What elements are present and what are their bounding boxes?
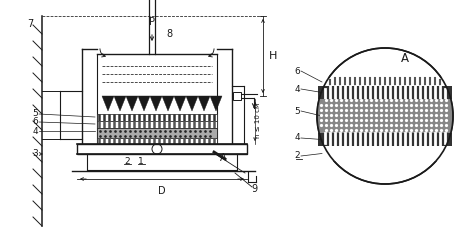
Text: 5: 5 bbox=[32, 110, 38, 119]
Text: A: A bbox=[220, 153, 227, 163]
Bar bbox=[97, 121, 217, 128]
Bar bbox=[318, 133, 452, 146]
Bar bbox=[233, 92, 241, 100]
Polygon shape bbox=[174, 96, 186, 111]
Bar bbox=[97, 128, 217, 138]
Text: 4: 4 bbox=[32, 126, 38, 135]
Circle shape bbox=[317, 48, 453, 184]
Polygon shape bbox=[210, 96, 222, 111]
Bar bbox=[318, 86, 452, 99]
Text: 4: 4 bbox=[294, 133, 300, 142]
Polygon shape bbox=[150, 96, 162, 111]
Bar bbox=[318, 146, 452, 161]
Polygon shape bbox=[162, 96, 174, 111]
Text: 2: 2 bbox=[124, 157, 130, 166]
Text: 6: 6 bbox=[294, 67, 300, 75]
Text: 4: 4 bbox=[294, 84, 300, 93]
Bar bbox=[97, 114, 217, 121]
Text: 5: 5 bbox=[294, 106, 300, 115]
Text: 7: 7 bbox=[27, 19, 33, 29]
Text: 3: 3 bbox=[32, 150, 38, 159]
Text: h ≤ 10 см: h ≤ 10 см bbox=[255, 102, 261, 138]
Text: D: D bbox=[158, 186, 166, 196]
Text: 2: 2 bbox=[294, 152, 300, 161]
Bar bbox=[318, 99, 452, 133]
Polygon shape bbox=[198, 96, 210, 111]
Text: P: P bbox=[149, 17, 155, 27]
Text: H: H bbox=[269, 51, 277, 61]
Polygon shape bbox=[138, 96, 150, 111]
Polygon shape bbox=[186, 96, 198, 111]
Text: 8: 8 bbox=[166, 29, 172, 39]
Bar bbox=[97, 138, 217, 145]
Text: 9: 9 bbox=[251, 184, 257, 194]
Polygon shape bbox=[126, 96, 138, 111]
Polygon shape bbox=[114, 96, 126, 111]
Polygon shape bbox=[102, 96, 114, 111]
Bar bbox=[77, 144, 247, 154]
Text: 1: 1 bbox=[138, 157, 144, 166]
Text: 6: 6 bbox=[32, 118, 38, 126]
Bar bbox=[318, 78, 452, 86]
Text: A: A bbox=[401, 51, 409, 64]
